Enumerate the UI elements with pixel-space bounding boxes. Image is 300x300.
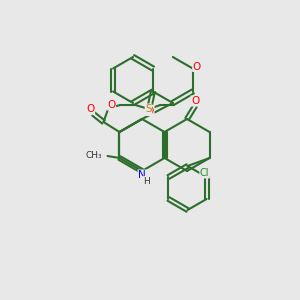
Text: O: O [86, 104, 94, 114]
Text: H: H [142, 176, 149, 185]
Text: O: O [191, 96, 199, 106]
Text: O: O [107, 100, 116, 110]
Text: O: O [193, 61, 201, 71]
Text: Cl: Cl [200, 168, 209, 178]
Text: S: S [145, 104, 152, 114]
Text: CH₃: CH₃ [86, 152, 103, 160]
Text: O: O [146, 106, 154, 116]
Text: N: N [138, 170, 146, 180]
